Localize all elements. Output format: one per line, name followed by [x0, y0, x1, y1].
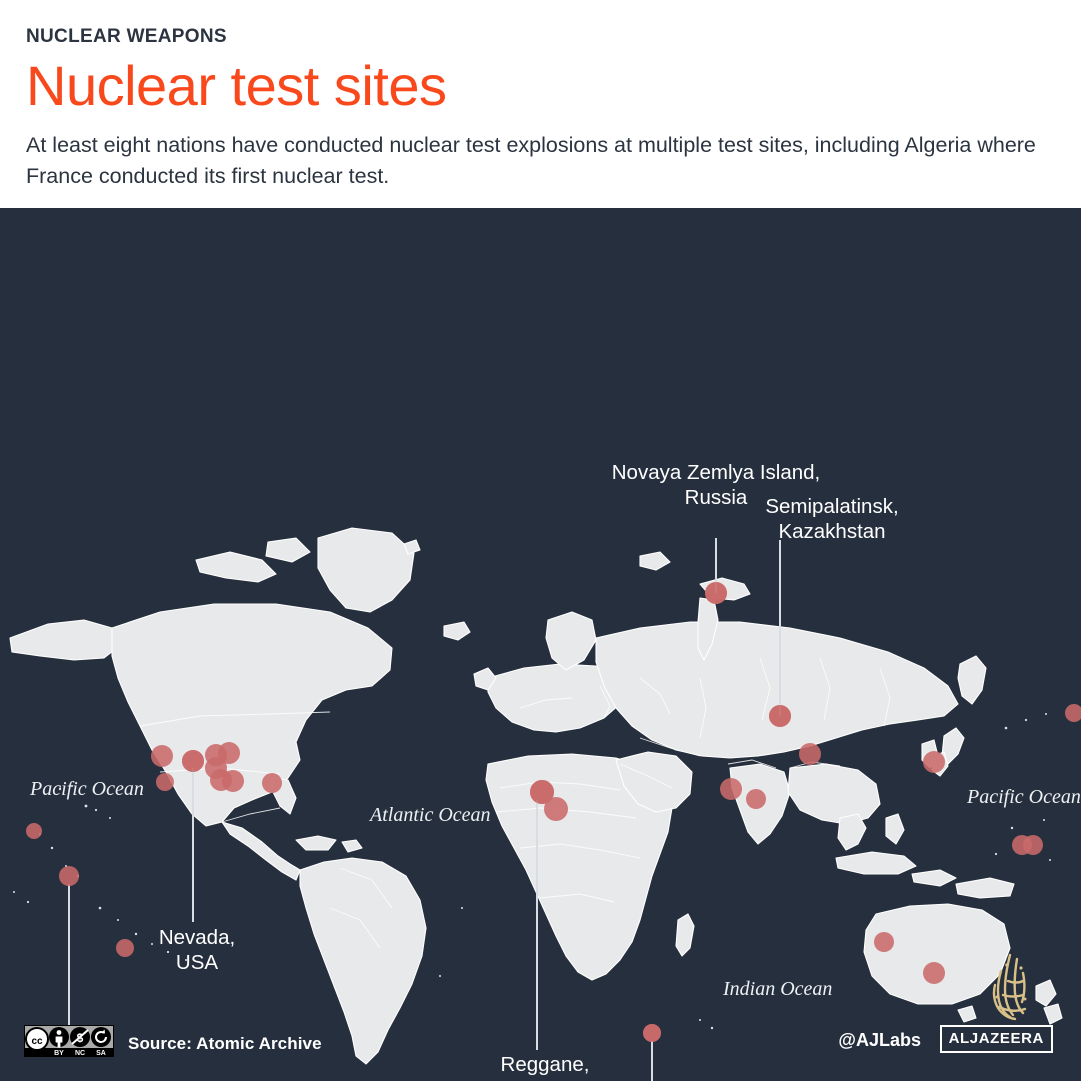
page-title: Nuclear test sites [26, 54, 447, 117]
ocean-label-pacific-ocean-left: Pacific Ocean [30, 778, 144, 800]
dot-lop-nur-china[interactable] [799, 743, 821, 765]
dot-nevada-a[interactable] [151, 745, 173, 767]
dot-french-polynesia[interactable] [116, 939, 134, 957]
dot-pacific-baja[interactable] [156, 773, 174, 791]
dot-pakistan-chagai[interactable] [720, 778, 742, 800]
creative-commons-badge: cc $ BY NC SA [24, 1025, 114, 1057]
dot-india-pokhran[interactable] [746, 789, 766, 809]
dot-kamchatka-pacific[interactable] [1065, 704, 1081, 722]
dot-colorado-b[interactable] [218, 742, 240, 764]
dot-mississippi[interactable] [262, 773, 282, 793]
site-dot-nevada-usa[interactable] [182, 750, 204, 772]
ocean-label-indian-ocean: Indian Ocean [723, 978, 833, 1000]
dot-marshall-b[interactable] [1023, 835, 1043, 855]
al-jazeera-wordmark-text: ALJAZEERA [948, 1030, 1044, 1047]
dot-north-korea[interactable] [923, 751, 945, 773]
source-attribution: Source: Atomic Archive [128, 1034, 322, 1053]
site-dot-prince-edward-islands[interactable] [643, 1024, 661, 1042]
svg-text:cc: cc [31, 1036, 43, 1047]
dot-maralinga[interactable] [923, 962, 945, 984]
leader-line-semipalatinsk [779, 540, 781, 716]
dot-monte-bello[interactable] [874, 932, 894, 952]
site-label-nevada-usa: Nevada, USA [158, 926, 236, 974]
leader-line-reggane-algeria [536, 800, 538, 1050]
kicker: NUCLEAR WEAPONS [26, 26, 227, 47]
landmasses [9, 527, 1063, 1065]
cc-license-icon: cc $ BY NC SA [24, 1025, 114, 1057]
cc-nc-label: NC [75, 1050, 85, 1057]
site-dot-novaya-zemlya[interactable] [705, 582, 727, 604]
dot-pacific-far-west[interactable] [26, 823, 42, 839]
leader-line-novaya-zemlya [715, 538, 717, 593]
map-canvas: Pacific Ocean Atlantic Ocean Indian Ocean P… [0, 208, 1081, 1081]
dot-texas[interactable] [222, 770, 244, 792]
site-dot-kiritimati[interactable] [59, 866, 79, 886]
ocean-label-pacific-ocean-right: Pacific Ocean [967, 786, 1081, 808]
leader-line-prince-edward-islands [651, 1041, 653, 1081]
aj-labs-handle: @AJLabs [838, 1030, 921, 1050]
leader-line-kiritimati [68, 884, 70, 1033]
pacific-atolls [13, 713, 1051, 1030]
site-label-semipalatinsk: Semipalatinsk, Kazakhstan [765, 495, 899, 543]
site-label-novaya-zemlya: Novaya Zemlya Island, Russia [611, 461, 821, 509]
cc-sa-label: SA [96, 1050, 106, 1057]
al-jazeera-wordmark: ALJAZEERA [939, 1025, 1053, 1053]
map-overlay: Pacific Ocean Atlantic Ocean Indian Ocean P… [0, 208, 1081, 1081]
site-dot-reggane-algeria[interactable] [530, 780, 554, 804]
site-label-reggane-algeria: Reggane, Algeria [500, 1053, 590, 1081]
leader-line-nevada-usa [192, 768, 194, 922]
cc-by-label: BY [54, 1050, 64, 1057]
site-dot-semipalatinsk[interactable] [769, 705, 791, 727]
world-map-svg [9, 527, 1063, 1065]
al-jazeera-calligraphy-logo [992, 953, 1027, 1021]
footer: cc $ BY NC SA Source: Atomic Archive [0, 953, 1081, 1081]
header: NUCLEAR WEAPONS Nuclear test sites At le… [0, 0, 1081, 208]
ocean-label-atlantic-ocean: Atlantic Ocean [370, 804, 491, 826]
standfirst: At least eight nations have conducted nu… [26, 133, 1036, 189]
country-borders [139, 657, 891, 949]
